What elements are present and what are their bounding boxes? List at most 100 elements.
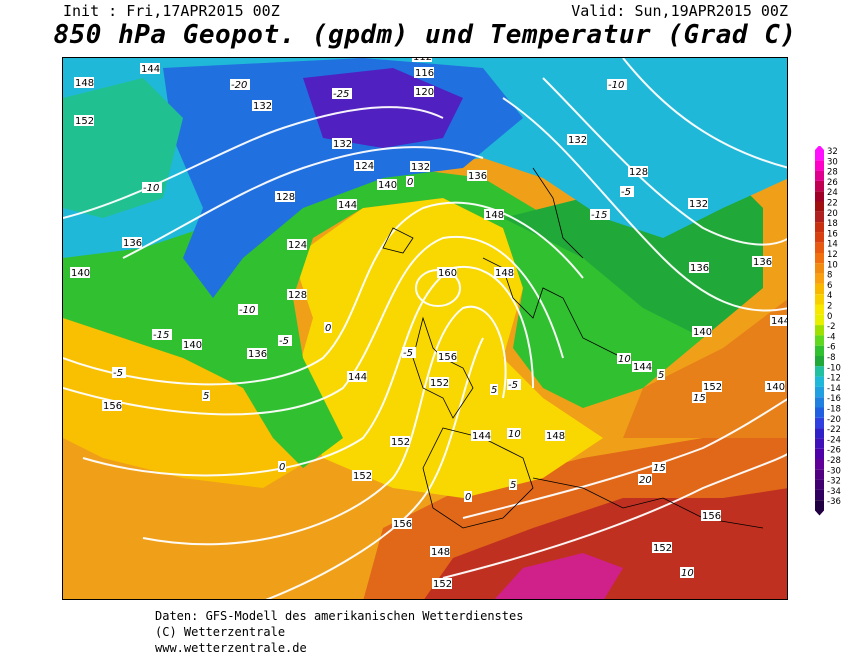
colorbar-swatch	[815, 479, 824, 490]
colorbar-tick-label: 18	[827, 219, 838, 229]
contour-line	[265, 337, 484, 599]
geopotential-label: 132	[252, 100, 272, 112]
geopotential-label: 156	[701, 510, 721, 522]
colorbar-tick-label: -16	[827, 394, 841, 404]
init-time: Init : Fri,17APR2015 00Z	[63, 2, 280, 20]
temperature-label: 5	[202, 390, 210, 402]
geopotential-value: 152	[75, 116, 94, 127]
colorbar-tick-label: -2	[827, 322, 835, 332]
temperature-label: 10	[617, 353, 631, 365]
geopotential-label: 120	[414, 86, 434, 98]
colorbar-swatch	[815, 253, 824, 264]
geopotential-label: 152	[652, 542, 672, 554]
geopotential-value: 148	[546, 431, 565, 442]
contour-line	[442, 453, 787, 579]
colorbar-swatch	[815, 397, 824, 408]
geopotential-value: 144	[472, 431, 491, 442]
geopotential-value: 128	[276, 192, 295, 203]
colorbar-swatch	[815, 376, 824, 387]
colorbar-bottom-arrow	[815, 510, 824, 516]
geopotential-value: 152	[391, 437, 410, 448]
temperature-label: -10	[142, 182, 162, 194]
geopotential-value: 148	[495, 268, 514, 279]
geopotential-value: 132	[689, 199, 708, 210]
geopotential-label: 140	[182, 339, 202, 351]
colorbar-tick-label: -18	[827, 405, 841, 415]
geopotential-label: 144	[347, 371, 367, 383]
colorbar-swatch	[815, 242, 824, 253]
colorbar-tick-label: -12	[827, 374, 841, 384]
colorbar-tick-label: -22	[827, 425, 841, 435]
colorbar-swatch	[815, 211, 824, 223]
geopotential-label: 144	[140, 63, 160, 75]
temperature-value: -25	[333, 89, 349, 100]
geopotential-value: 136	[468, 171, 487, 182]
colorbar-tick-label: 22	[827, 199, 838, 209]
coastline	[422, 427, 534, 529]
colorbar-tick-label: -20	[827, 415, 841, 425]
geopotential-label: 140	[377, 179, 397, 191]
geopotential-value: 136	[248, 349, 267, 360]
colorbar-swatch	[815, 160, 824, 171]
hot-core	[494, 553, 623, 599]
geopotential-value: 132	[333, 139, 352, 150]
geopotential-label: 148	[545, 430, 565, 442]
colorbar-tick-label: 14	[827, 240, 838, 250]
geopotential-value: 120	[415, 87, 434, 98]
temperature-value: 10	[508, 429, 521, 440]
temperature-value: -5	[113, 368, 123, 379]
mild-region-central	[293, 198, 603, 498]
temperature-label: 5	[509, 479, 517, 491]
temperature-value: -20	[231, 80, 247, 91]
temperature-value: 15	[693, 393, 706, 404]
temperature-label: -25	[332, 88, 352, 100]
geopotential-labels: 144 148 152 132 136 140 144 152 156 160 156 152 148 1…	[70, 58, 787, 590]
geopotential-value: 132	[253, 101, 272, 112]
temperature-value: -10	[239, 305, 255, 316]
colorbar-tick-label: 6	[827, 281, 832, 291]
geopotential-value: 132	[411, 162, 430, 173]
contour-line	[462, 398, 787, 519]
geopotential-value: 136	[123, 238, 142, 249]
colorbar-tick-label: -6	[827, 343, 835, 353]
geopotential-value: 132	[568, 135, 587, 146]
geopotential-label: 156	[392, 518, 412, 530]
geopotential-label: 152	[432, 578, 452, 590]
colorbar-tick-label: 28	[827, 168, 838, 178]
temperature-value: -10	[608, 80, 624, 91]
temperature-label: -10	[238, 304, 258, 316]
temperature-label: 0	[278, 461, 286, 473]
colorbar-tick-label: 10	[827, 260, 838, 270]
geopotential-label: 136	[122, 237, 142, 249]
temperature-value: -5	[621, 187, 631, 198]
contour-line	[122, 146, 484, 259]
coastline	[532, 167, 584, 259]
colorbar-swatch	[815, 232, 824, 243]
colorbar-tick-label: 0	[827, 312, 832, 322]
geopotential-value: 124	[288, 240, 307, 251]
colorbar-swatch	[815, 417, 824, 429]
temperature-value: 0	[279, 462, 285, 473]
mild-region-west	[63, 308, 313, 488]
geopotential-value: 144	[141, 64, 160, 75]
colorbar-tick-label: 20	[827, 209, 838, 219]
temperature-value: 15	[653, 463, 666, 474]
geopotential-label: 160	[437, 267, 457, 279]
temperature-label: -15	[590, 209, 610, 221]
geopotential-label: 112	[412, 58, 432, 63]
geopotential-label: 144	[337, 199, 357, 211]
temperature-label: -5	[278, 335, 292, 347]
hot-region-africa	[424, 488, 787, 599]
colorbar-swatch	[815, 489, 824, 501]
colorbar-tick-label: 26	[827, 178, 838, 188]
geopotential-contours	[63, 58, 787, 599]
temperature-label: 0	[324, 322, 332, 334]
temperature-value: -15	[153, 330, 169, 341]
temperature-value: 0	[325, 323, 331, 334]
temperature-label: -20	[230, 79, 250, 91]
geopotential-value: 140	[71, 268, 90, 279]
temperature-value: 0	[407, 177, 413, 188]
temperature-value: 10	[618, 354, 631, 365]
geopotential-label: 156	[437, 351, 457, 363]
temperature-labels: -10-15-20-25-505101520-5-10-15051015-505…	[112, 79, 706, 579]
